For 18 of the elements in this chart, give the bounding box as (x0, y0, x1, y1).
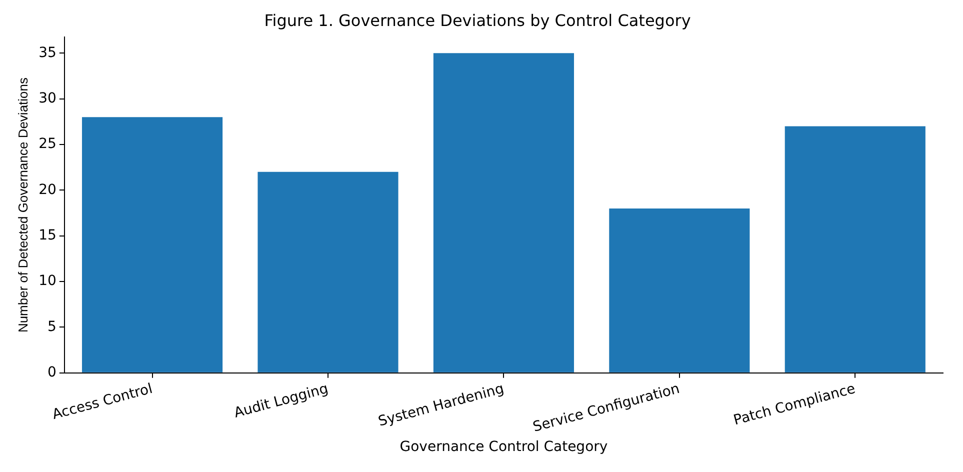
x-tick-label: Audit Logging (232, 380, 330, 422)
y-axis-title: Number of Detected Governance Deviations (15, 76, 30, 333)
y-tick-label: 15 (38, 227, 56, 244)
bar (609, 208, 750, 372)
bar (433, 53, 574, 372)
y-tick-label: 10 (38, 273, 56, 290)
bar (82, 117, 223, 372)
x-axis-title: Governance Control Category (400, 439, 608, 456)
bar (258, 172, 398, 372)
y-tick-label: 35 (38, 44, 56, 61)
bar (784, 126, 926, 372)
y-tick-label: 25 (38, 136, 56, 152)
chart-title: Figure 1. Governance Deviations by Control Category (264, 10, 691, 30)
y-tick-label: 0 (47, 364, 56, 380)
x-tick-label: Access Control (50, 380, 154, 424)
y-tick-label: 30 (38, 90, 56, 106)
y-tick-label: 20 (38, 182, 56, 198)
y-tick-label: 5 (47, 318, 56, 335)
